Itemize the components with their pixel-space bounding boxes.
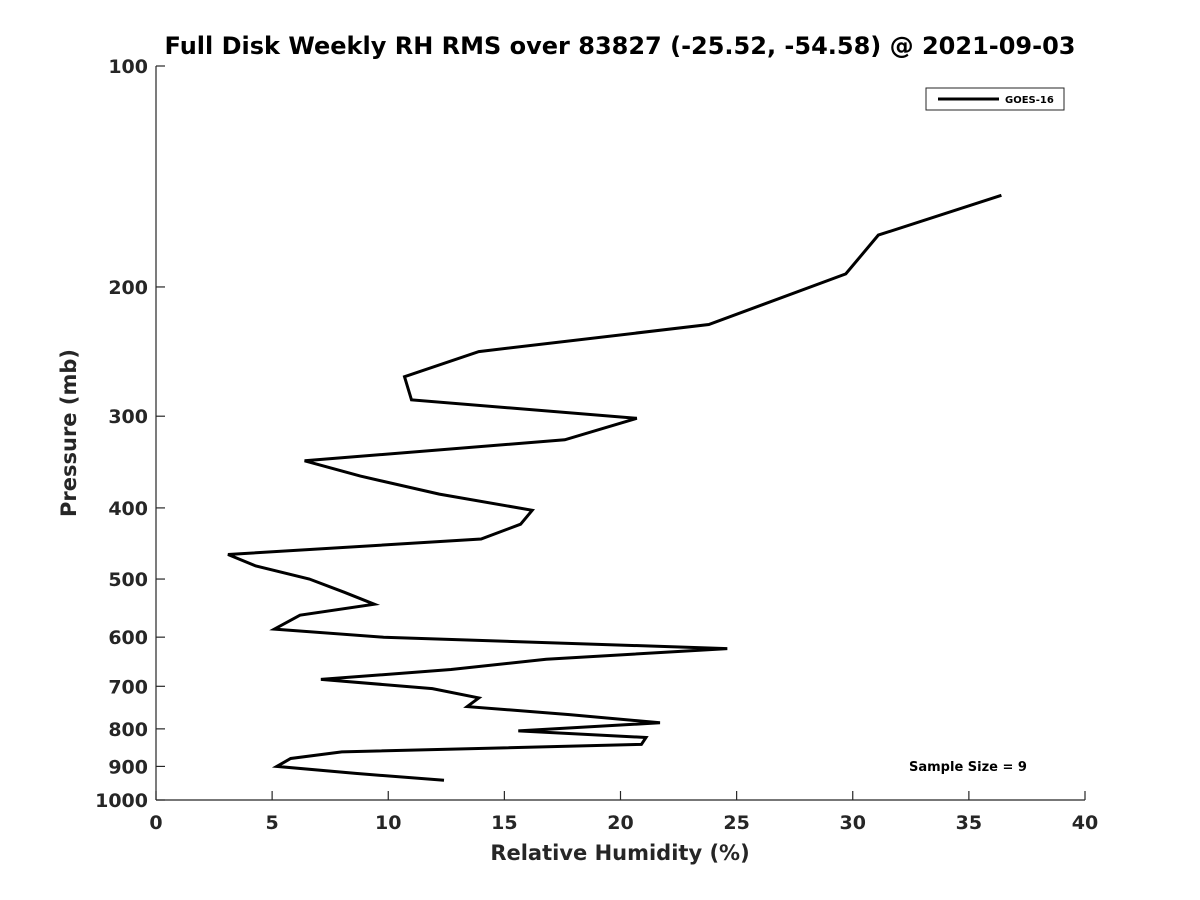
legend-entry-goes-16: GOES-16 xyxy=(1005,95,1054,106)
x-tick-label: 40 xyxy=(1072,812,1098,834)
chart-title: Full Disk Weekly RH RMS over 83827 (-25.… xyxy=(165,32,1076,60)
series-layer xyxy=(227,193,1002,782)
x-tick-label: 20 xyxy=(607,812,633,834)
y-tick-label: 100 xyxy=(108,56,148,78)
x-tick-label: 5 xyxy=(266,812,279,834)
y-tick-label: 800 xyxy=(108,719,148,741)
y-tick-label: 200 xyxy=(108,277,148,299)
y-tick-label: 1000 xyxy=(95,790,148,812)
y-tick-label: 300 xyxy=(108,406,148,428)
x-tick-label: 25 xyxy=(723,812,749,834)
series-line-goes-16 xyxy=(227,193,1002,782)
y-tick-label: 700 xyxy=(108,676,148,698)
y-tick-label: 500 xyxy=(108,569,148,591)
axes xyxy=(155,66,1085,801)
y-tick-label: 600 xyxy=(108,627,148,649)
y-axis-label: Pressure (mb) xyxy=(57,349,81,517)
y-tick-label: 900 xyxy=(108,756,148,778)
x-tick-label: 0 xyxy=(149,812,162,834)
x-axis-label: Relative Humidity (%) xyxy=(490,841,749,865)
x-tick-label: 15 xyxy=(491,812,517,834)
x-tick-label: 35 xyxy=(956,812,982,834)
y-ticks: 100 200 300 400 500 600 700 800 900 1000 xyxy=(95,56,165,812)
y-tick-label: 400 xyxy=(108,498,148,520)
x-tick-label: 10 xyxy=(375,812,401,834)
sample-size-annotation: Sample Size = 9 xyxy=(909,760,1027,775)
legend: GOES-16 xyxy=(925,87,1065,111)
x-ticks: 0 5 10 15 20 25 30 35 40 xyxy=(149,791,1098,834)
x-tick-label: 30 xyxy=(840,812,866,834)
